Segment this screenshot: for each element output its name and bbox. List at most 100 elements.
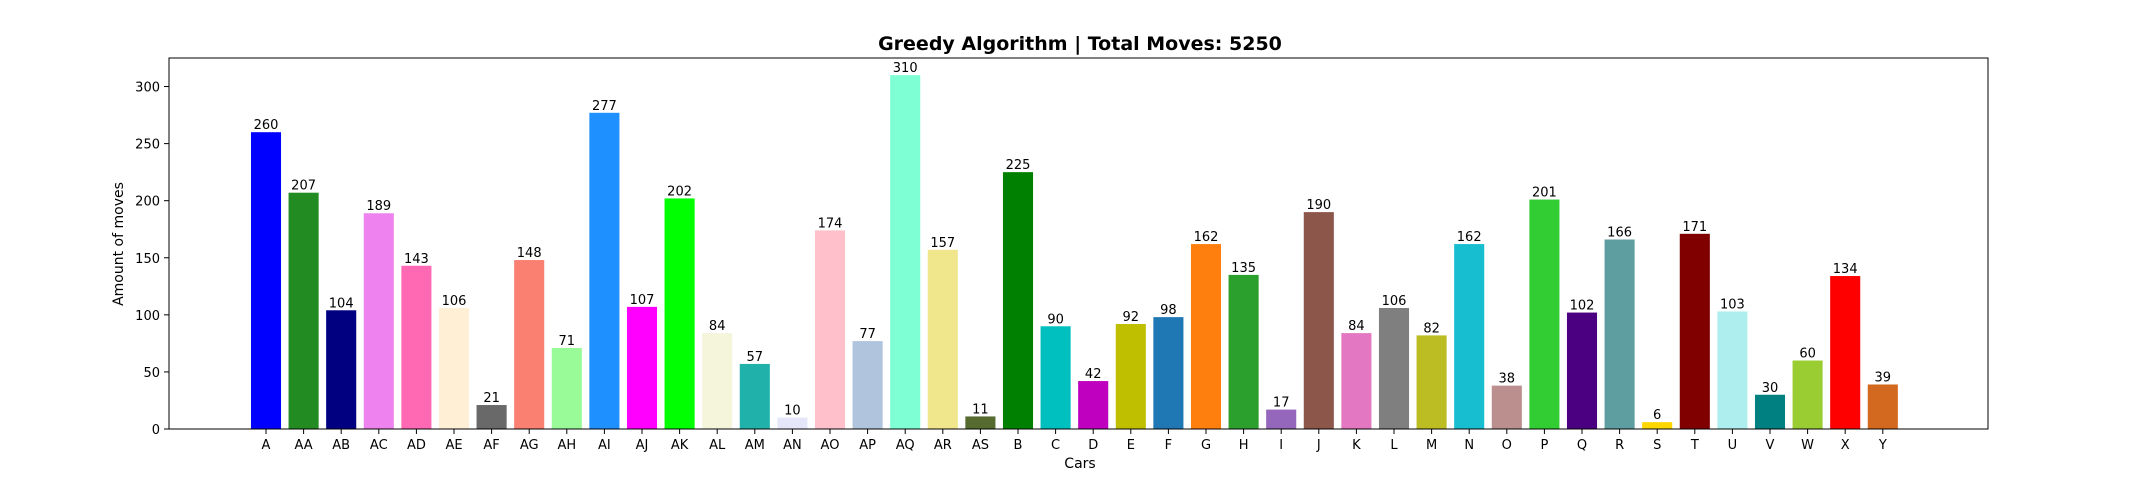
bar-value-label: 166 bbox=[1607, 226, 1632, 241]
x-tick-label: AE bbox=[445, 438, 462, 453]
x-tick-label: AN bbox=[783, 438, 802, 453]
bar-value-label: 11 bbox=[972, 402, 989, 417]
bar-value-label: 84 bbox=[709, 319, 726, 334]
bar-value-label: 134 bbox=[1833, 262, 1858, 277]
bar-i bbox=[1266, 409, 1297, 429]
plot-frame bbox=[168, 57, 1989, 430]
bars bbox=[250, 75, 1898, 429]
bar-al bbox=[702, 333, 733, 429]
bar-ac bbox=[363, 213, 394, 429]
bar-b bbox=[1002, 172, 1034, 429]
bar-ag bbox=[514, 260, 545, 429]
bar-value-label: 82 bbox=[1423, 321, 1440, 336]
x-tick-label: K bbox=[1352, 438, 1361, 453]
bar-value-label: 92 bbox=[1123, 310, 1140, 325]
bar-value-label: 190 bbox=[1306, 198, 1331, 213]
x-tick-label: AD bbox=[407, 438, 426, 453]
bar-an bbox=[777, 417, 808, 429]
bar-ah bbox=[551, 347, 582, 429]
bar-value-label: 171 bbox=[1682, 220, 1707, 235]
y-axis-title: Amount of moves bbox=[111, 182, 127, 306]
x-tick-label: AQ bbox=[896, 438, 915, 453]
bar-value-label: 107 bbox=[630, 293, 655, 308]
bar-g bbox=[1190, 244, 1222, 429]
bar-value-label: 102 bbox=[1570, 299, 1595, 314]
bar-y bbox=[1867, 384, 1898, 429]
y-tick-label: 300 bbox=[135, 81, 160, 96]
bar-aj bbox=[626, 306, 658, 429]
bar-value-label: 17 bbox=[1273, 396, 1290, 411]
x-tick-label: X bbox=[1841, 438, 1850, 453]
x-tick-label: B bbox=[1014, 438, 1023, 453]
x-tick-label: AM bbox=[745, 438, 765, 453]
y-tick-label: 50 bbox=[143, 366, 160, 381]
bar-value-label: 202 bbox=[667, 184, 692, 199]
bar-value-label: 38 bbox=[1499, 372, 1516, 387]
x-axis: A AA AB AC AD AE AF AG AH AI AJ AK AL AM AN AO AP AQ AR AS B… bbox=[262, 429, 1887, 453]
x-tick-label: AB bbox=[332, 438, 350, 453]
bar-value-label: 189 bbox=[366, 199, 391, 214]
x-tick-label: R bbox=[1615, 438, 1624, 453]
bar-af bbox=[476, 405, 507, 429]
bar-ao bbox=[814, 230, 846, 429]
bar-am bbox=[739, 363, 770, 429]
bar-a bbox=[250, 132, 282, 429]
bar-r bbox=[1604, 239, 1635, 429]
x-tick-label: I bbox=[1279, 438, 1283, 453]
bar-value-label: 106 bbox=[1382, 294, 1407, 309]
bar-s bbox=[1642, 422, 1673, 429]
bar-d bbox=[1078, 381, 1109, 429]
bar-v bbox=[1754, 394, 1786, 429]
bar-value-label: 225 bbox=[1006, 158, 1031, 173]
bar-m bbox=[1416, 335, 1447, 429]
bar-value-label: 277 bbox=[592, 99, 617, 114]
bar-value-label: 260 bbox=[254, 118, 279, 133]
bar-n bbox=[1454, 244, 1485, 429]
x-tick-label: T bbox=[1690, 438, 1699, 453]
x-tick-label: E bbox=[1127, 438, 1135, 453]
bar-value-label: 90 bbox=[1047, 312, 1064, 327]
bar-value-label: 201 bbox=[1532, 186, 1557, 201]
y-tick-label: 0 bbox=[152, 423, 160, 438]
x-tick-label: N bbox=[1464, 438, 1474, 453]
x-tick-label: V bbox=[1766, 438, 1775, 453]
x-tick-label: D bbox=[1088, 438, 1098, 453]
bar-value-label: 6 bbox=[1653, 408, 1661, 423]
bar-value-label: 21 bbox=[483, 391, 500, 406]
x-tick-label: J bbox=[1316, 438, 1321, 453]
x-tick-label: AJ bbox=[636, 438, 649, 453]
bar-value-label: 103 bbox=[1720, 297, 1745, 312]
x-tick-label: AS bbox=[972, 438, 989, 453]
bar-u bbox=[1717, 311, 1748, 429]
bar-value-label: 71 bbox=[559, 334, 576, 349]
x-tick-label: H bbox=[1239, 438, 1249, 453]
bar-x bbox=[1830, 276, 1861, 429]
bar-h bbox=[1228, 274, 1259, 429]
x-tick-label: AC bbox=[370, 438, 388, 453]
x-tick-label: C bbox=[1051, 438, 1060, 453]
x-tick-label: AI bbox=[598, 438, 611, 453]
x-tick-label: AL bbox=[709, 438, 726, 453]
bar-value-label: 207 bbox=[291, 179, 316, 194]
bar-as bbox=[965, 416, 996, 429]
bar-j bbox=[1303, 212, 1334, 429]
bar-t bbox=[1679, 233, 1710, 429]
y-axis: 0 50 100 150 200 250 300 bbox=[135, 81, 169, 438]
bar-value-label: 39 bbox=[1875, 370, 1892, 385]
bar-value-label: 106 bbox=[442, 294, 467, 309]
x-tick-label: AP bbox=[859, 438, 876, 453]
bar-k bbox=[1341, 333, 1372, 429]
x-tick-label: AO bbox=[821, 438, 840, 453]
bar-ad bbox=[401, 265, 432, 429]
x-tick-label: S bbox=[1653, 438, 1661, 453]
y-tick-label: 250 bbox=[135, 138, 160, 153]
y-tick-label: 200 bbox=[135, 195, 160, 210]
x-tick-label: A bbox=[262, 438, 271, 453]
bar-value-label: 57 bbox=[747, 350, 764, 365]
bar-value-label: 84 bbox=[1348, 319, 1365, 334]
x-tick-label: Q bbox=[1577, 438, 1587, 453]
x-tick-label: AG bbox=[520, 438, 539, 453]
x-tick-label: G bbox=[1201, 438, 1211, 453]
bar-value-label: 143 bbox=[404, 252, 429, 267]
